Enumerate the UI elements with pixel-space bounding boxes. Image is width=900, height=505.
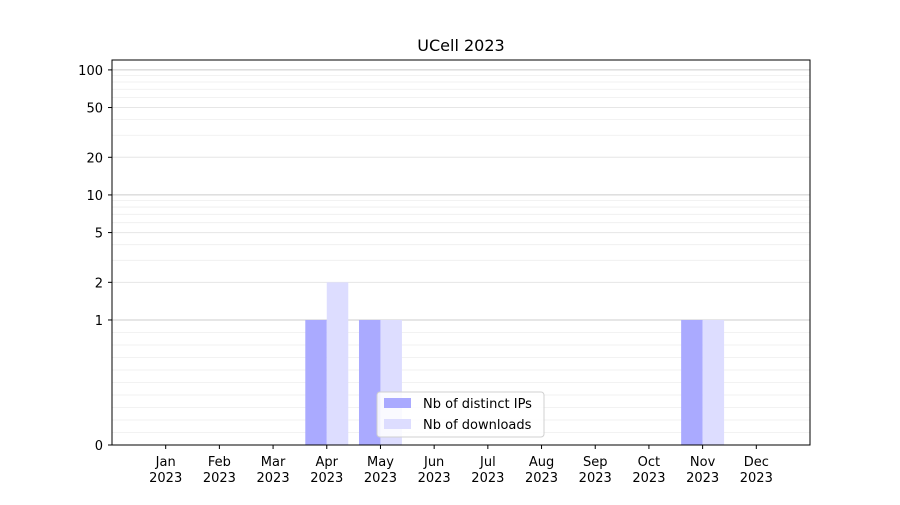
bar-distinct-ips bbox=[681, 319, 703, 445]
x-tick-label: Apr 2023 bbox=[310, 455, 343, 486]
x-tick-label: Aug 2023 bbox=[525, 455, 558, 486]
bar-downloads bbox=[702, 319, 725, 445]
y-tick-label: 2 bbox=[95, 276, 103, 291]
bar-distinct-ips bbox=[305, 319, 327, 445]
y-tick-label: 0 bbox=[95, 439, 103, 454]
y-tick-label: 50 bbox=[86, 102, 103, 117]
bar-distinct-ips bbox=[358, 319, 381, 445]
y-tick-label: 20 bbox=[86, 151, 103, 166]
y-tick-label: 10 bbox=[86, 189, 103, 204]
y-tick-label: 1 bbox=[95, 314, 103, 329]
x-tick-label: Nov 2023 bbox=[686, 455, 719, 486]
chart-title: UCell 2023 bbox=[417, 36, 504, 55]
legend-label: Nb of downloads bbox=[423, 418, 532, 433]
x-tick-label: Oct 2023 bbox=[632, 455, 665, 486]
legend-swatch bbox=[384, 419, 411, 429]
legend: Nb of distinct IPs Nb of downloads bbox=[376, 391, 545, 438]
x-tick-label: Dec 2023 bbox=[740, 455, 773, 486]
x-tick-label: Jul 2023 bbox=[471, 455, 504, 486]
plot-frame bbox=[111, 59, 811, 446]
legend-label: Nb of distinct IPs bbox=[423, 397, 532, 412]
legend-swatch bbox=[384, 398, 411, 408]
x-tick-label: Jun 2023 bbox=[418, 455, 451, 486]
x-tick-label: Sep 2023 bbox=[579, 455, 612, 486]
x-tick-label: Feb 2023 bbox=[203, 455, 236, 486]
y-tick-label: 5 bbox=[95, 227, 103, 242]
bar-downloads bbox=[326, 282, 349, 445]
y-tick-label: 100 bbox=[78, 64, 103, 79]
legend-box bbox=[376, 391, 545, 438]
x-tick-label: May 2023 bbox=[364, 455, 397, 486]
x-tick-label: Mar 2023 bbox=[257, 455, 290, 486]
x-tick-label: Jan 2023 bbox=[149, 455, 182, 486]
